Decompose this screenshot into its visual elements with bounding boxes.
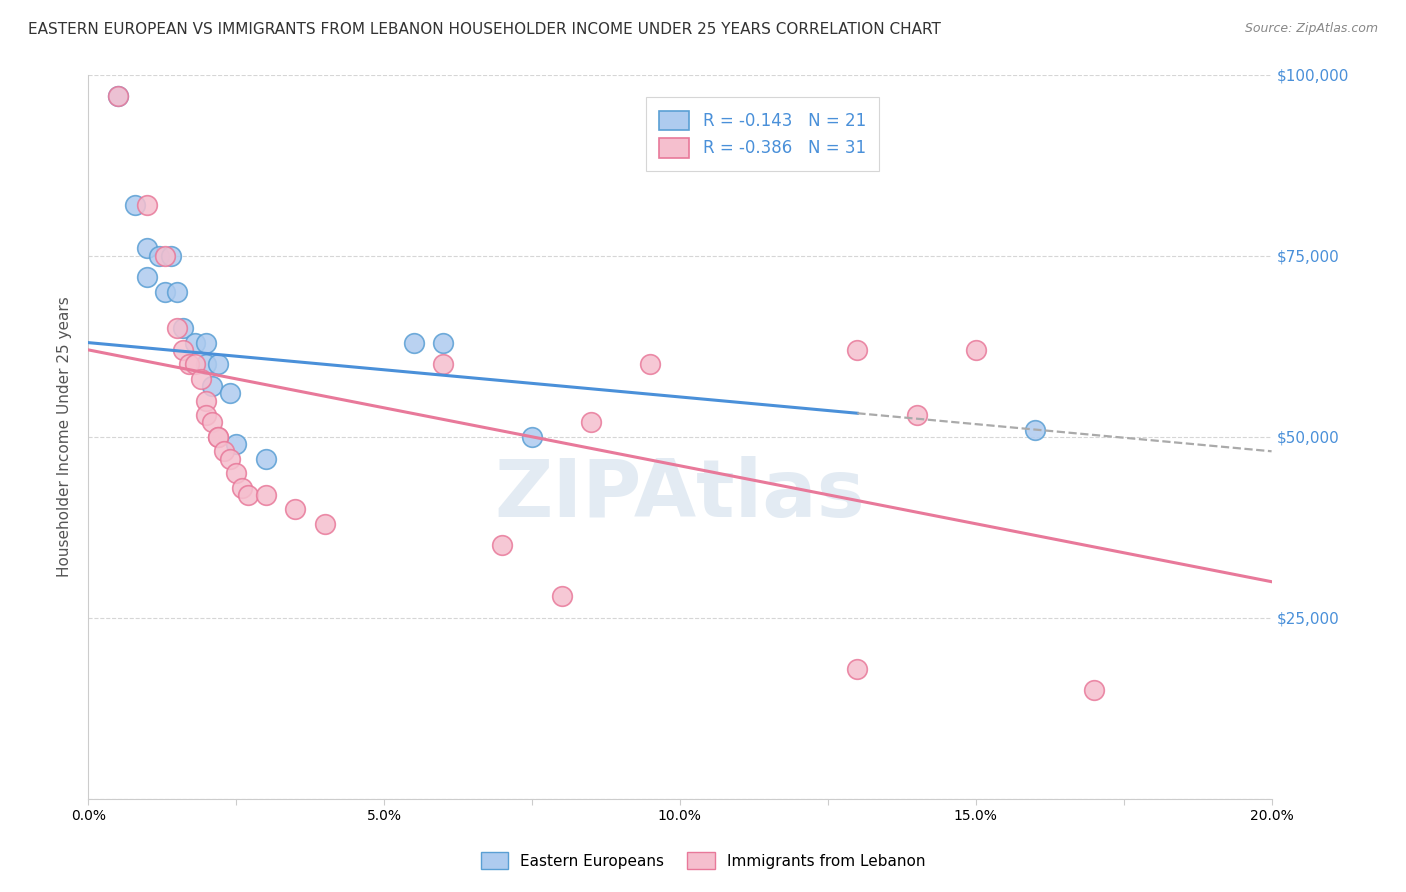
Point	[284, 502, 307, 516]
Point	[402, 335, 425, 350]
Point	[166, 285, 188, 299]
Point	[491, 539, 513, 553]
Point	[225, 466, 247, 480]
Point	[136, 241, 159, 255]
Point	[846, 662, 869, 676]
Point	[195, 393, 218, 408]
Point	[177, 357, 200, 371]
Point	[965, 343, 987, 357]
Point	[432, 357, 454, 371]
Point	[172, 321, 194, 335]
Legend: Eastern Europeans, Immigrants from Lebanon: Eastern Europeans, Immigrants from Leban…	[474, 846, 932, 875]
Point	[153, 249, 176, 263]
Point	[212, 444, 235, 458]
Text: Source: ZipAtlas.com: Source: ZipAtlas.com	[1244, 22, 1378, 36]
Point	[148, 249, 170, 263]
Point	[195, 357, 218, 371]
Text: ZIPAtlas: ZIPAtlas	[495, 456, 865, 533]
Point	[136, 198, 159, 212]
Point	[195, 335, 218, 350]
Point	[236, 488, 259, 502]
Point	[1024, 423, 1046, 437]
Point	[124, 198, 146, 212]
Point	[166, 321, 188, 335]
Point	[550, 589, 572, 603]
Point	[254, 488, 277, 502]
Point	[183, 335, 205, 350]
Point	[254, 451, 277, 466]
Text: EASTERN EUROPEAN VS IMMIGRANTS FROM LEBANON HOUSEHOLDER INCOME UNDER 25 YEARS CO: EASTERN EUROPEAN VS IMMIGRANTS FROM LEBA…	[28, 22, 941, 37]
Point	[107, 89, 129, 103]
Point	[172, 343, 194, 357]
Point	[905, 408, 928, 422]
Point	[219, 386, 242, 401]
Point	[579, 415, 602, 429]
Legend: R = -0.143   N = 21, R = -0.386   N = 31: R = -0.143 N = 21, R = -0.386 N = 31	[647, 97, 879, 171]
Point	[183, 357, 205, 371]
Point	[207, 357, 229, 371]
Point	[432, 335, 454, 350]
Point	[231, 481, 253, 495]
Point	[201, 379, 224, 393]
Point	[153, 285, 176, 299]
Point	[225, 437, 247, 451]
Point	[136, 270, 159, 285]
Point	[195, 408, 218, 422]
Y-axis label: Householder Income Under 25 years: Householder Income Under 25 years	[58, 296, 72, 577]
Point	[520, 430, 543, 444]
Point	[846, 343, 869, 357]
Point	[107, 89, 129, 103]
Point	[160, 249, 183, 263]
Point	[207, 430, 229, 444]
Point	[201, 415, 224, 429]
Point	[219, 451, 242, 466]
Point	[207, 430, 229, 444]
Point	[190, 372, 212, 386]
Point	[640, 357, 662, 371]
Point	[314, 516, 336, 531]
Point	[1083, 683, 1105, 698]
